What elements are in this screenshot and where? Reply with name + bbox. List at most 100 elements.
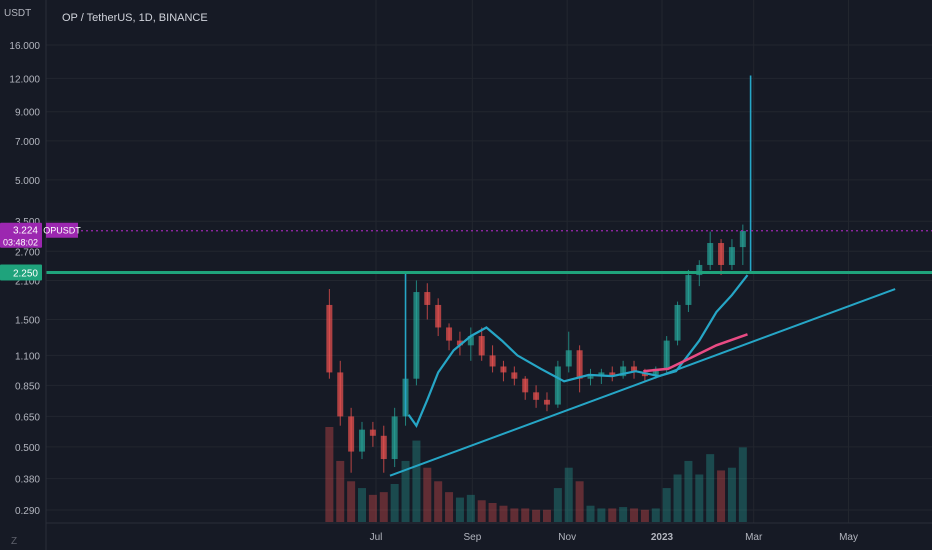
candle-body bbox=[587, 376, 594, 379]
y-tick-label: 2.700 bbox=[15, 247, 40, 258]
overlay-lines bbox=[389, 75, 896, 477]
x-axis[interactable]: Jul Sep Nov 2023 Mar May bbox=[370, 532, 858, 543]
y-tick-label: 1.500 bbox=[15, 315, 40, 326]
x-tick-label: May bbox=[839, 532, 858, 543]
volume-bar bbox=[412, 440, 421, 522]
candle-body bbox=[739, 230, 746, 248]
y-axis[interactable]: 16.000 12.000 9.000 7.000 5.000 3.500 2.700 2.1… bbox=[9, 41, 40, 517]
price-levels bbox=[46, 230, 932, 274]
symbol-label-box bbox=[46, 222, 78, 238]
volume-bar bbox=[706, 454, 715, 522]
current-price-tag bbox=[0, 222, 42, 248]
candle-body bbox=[543, 399, 550, 405]
volume-bar bbox=[673, 474, 682, 522]
candle-body bbox=[674, 304, 681, 341]
candle-body bbox=[533, 392, 540, 400]
candle-body bbox=[467, 336, 474, 346]
symbol-label: OPUSDT bbox=[43, 226, 81, 236]
volume-bar bbox=[521, 508, 530, 522]
y-tick-label: 0.650 bbox=[15, 412, 40, 423]
volume-bar bbox=[564, 467, 573, 522]
volume-bar bbox=[575, 481, 584, 522]
volume-bar bbox=[738, 447, 747, 522]
volume-bar bbox=[542, 509, 551, 522]
volume-bar bbox=[455, 497, 464, 522]
volume-bar bbox=[423, 467, 432, 522]
volume-bar bbox=[619, 507, 628, 522]
trend-line bbox=[389, 288, 896, 477]
y-tick-label: 3.500 bbox=[15, 217, 40, 228]
current-price-value: 3.224 bbox=[13, 226, 38, 237]
candle-body bbox=[348, 416, 355, 452]
y-tick-label: 7.000 bbox=[15, 137, 40, 148]
y-tick-label: 0.290 bbox=[15, 506, 40, 517]
candle-body bbox=[326, 304, 333, 373]
candle-body bbox=[522, 378, 529, 393]
resistance-price-value: 2.250 bbox=[13, 268, 38, 279]
y-tick-label: 16.000 bbox=[9, 41, 40, 52]
candle-body bbox=[707, 243, 714, 265]
candle-body bbox=[500, 366, 507, 373]
y-tick-label: 0.850 bbox=[15, 381, 40, 392]
ma-fast-line bbox=[407, 274, 749, 428]
volume-bar bbox=[499, 505, 508, 522]
candle-body bbox=[511, 372, 518, 379]
candle-body bbox=[369, 429, 376, 436]
candle-body bbox=[359, 429, 366, 452]
candle-body bbox=[576, 350, 583, 379]
candle-body bbox=[620, 366, 627, 377]
candle-body bbox=[609, 372, 616, 377]
x-tick-label: Jul bbox=[370, 532, 383, 543]
y-tick-label: 0.500 bbox=[15, 443, 40, 454]
candle-body bbox=[631, 366, 638, 373]
tradingview-logo[interactable]: Z bbox=[11, 536, 17, 547]
volume-bar bbox=[368, 494, 377, 522]
candle-body bbox=[424, 292, 431, 305]
volume-bar bbox=[553, 488, 562, 522]
chart-title: OP / TetherUS, 1D, BINANCE bbox=[62, 12, 208, 24]
candle-body bbox=[435, 304, 442, 328]
candle-body bbox=[663, 340, 670, 369]
y-tick-label: 12.000 bbox=[9, 74, 40, 85]
volume-bar bbox=[390, 484, 399, 522]
volume-bar bbox=[466, 494, 475, 522]
y-tick-label: 2.100 bbox=[15, 276, 40, 287]
volume-bar bbox=[510, 508, 519, 522]
candle-body bbox=[446, 327, 453, 341]
volume-bar bbox=[358, 488, 367, 522]
volume-bar bbox=[434, 481, 443, 522]
x-tick-label: 2023 bbox=[651, 532, 674, 543]
candle-body bbox=[478, 336, 485, 356]
volume-bar bbox=[488, 503, 497, 522]
volume-bar bbox=[586, 505, 595, 522]
volume-bar bbox=[727, 467, 736, 522]
candle-body bbox=[554, 366, 561, 405]
candle-body bbox=[718, 243, 725, 265]
volume-bar bbox=[608, 508, 617, 522]
candle-body bbox=[696, 264, 703, 276]
candle-body bbox=[489, 355, 496, 367]
volume-bar bbox=[630, 508, 639, 522]
volume-bar bbox=[445, 492, 454, 522]
x-tick-label: Sep bbox=[463, 532, 481, 543]
x-tick-label: Nov bbox=[558, 532, 576, 543]
candlesticks bbox=[326, 224, 746, 473]
volume-bar bbox=[695, 474, 704, 522]
candle-body bbox=[380, 435, 387, 460]
candle-body bbox=[728, 247, 735, 265]
volume-bar bbox=[597, 508, 606, 522]
volume-bar bbox=[662, 488, 671, 522]
y-tick-label: 0.380 bbox=[15, 475, 40, 486]
volume-bar bbox=[379, 492, 388, 522]
candle-body bbox=[565, 350, 572, 367]
candle-body bbox=[413, 292, 420, 379]
countdown-timer: 03:48:02 bbox=[3, 238, 38, 248]
candle-body bbox=[337, 372, 344, 417]
candle-body bbox=[456, 340, 463, 346]
volume-bar bbox=[717, 470, 726, 522]
x-tick-label: Mar bbox=[745, 532, 763, 543]
volume-bars bbox=[325, 427, 747, 522]
